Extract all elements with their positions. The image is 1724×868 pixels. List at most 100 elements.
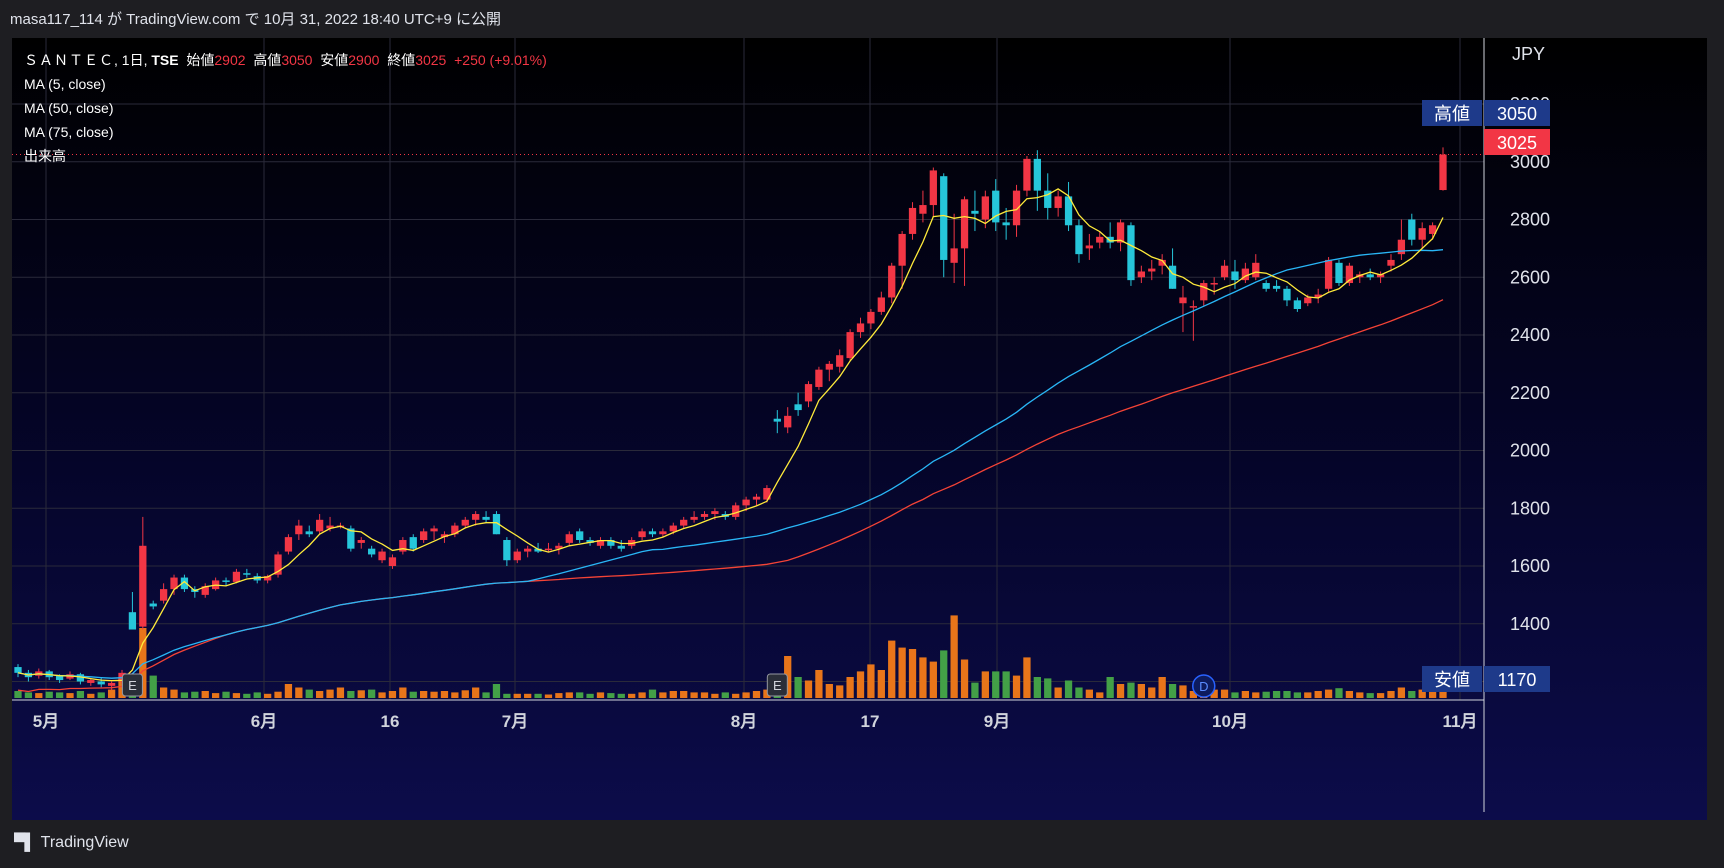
chart-legend: ＳＡＮＴＥＣ, 1日, TSE 始値2902 高値3050 安値2900 終値3… — [24, 48, 547, 168]
volume-bar — [700, 692, 709, 698]
candle-body — [700, 514, 709, 517]
candle-body — [1272, 285, 1281, 289]
volume-bar — [846, 677, 854, 698]
volume-bar — [336, 687, 345, 698]
volume-bar — [888, 640, 896, 698]
candle-body — [388, 557, 397, 566]
candle-body — [503, 540, 511, 561]
price-axis-label: 3000 — [1510, 152, 1550, 172]
ma5-legend[interactable]: MA (5, close) — [24, 76, 106, 92]
candle-body — [617, 545, 625, 549]
volume-bar — [503, 693, 511, 698]
volume-bar — [898, 647, 906, 698]
candle-body — [326, 525, 334, 529]
exchange-label: TSE — [151, 52, 179, 68]
volume-bar — [295, 687, 303, 698]
volume-bar — [680, 691, 688, 698]
volume-bar — [1293, 692, 1302, 698]
candle-body — [919, 205, 927, 214]
candle-body — [1012, 190, 1021, 226]
price-axis-label: 2000 — [1510, 441, 1550, 461]
tradingview-brand[interactable]: ▀▌ TradingView — [14, 834, 129, 852]
candle-body — [1158, 259, 1166, 266]
time-axis-label: 6月 — [251, 712, 277, 731]
time-axis-label: 7月 — [502, 712, 528, 731]
volume-bar — [66, 693, 74, 698]
volume-bar — [1241, 691, 1250, 698]
candle-body — [867, 311, 875, 324]
candle-body — [1345, 265, 1354, 284]
candle-body — [794, 404, 802, 411]
volume-bar — [1272, 691, 1281, 698]
candle-body — [825, 363, 833, 370]
volume-bar — [284, 684, 293, 698]
volume-bar — [555, 693, 563, 698]
candle-body — [305, 531, 313, 535]
candle-body — [1075, 225, 1083, 255]
candle-body — [430, 528, 438, 532]
candle-body — [638, 531, 646, 538]
volume-bar — [940, 650, 948, 698]
candle-body — [1200, 283, 1208, 301]
candle-body — [690, 516, 698, 520]
candle-body — [222, 580, 230, 582]
candle-body — [451, 525, 459, 535]
candle-body — [732, 505, 740, 517]
volume-bar — [815, 670, 823, 698]
volume-bar — [1127, 682, 1135, 698]
candle-body — [752, 496, 761, 500]
volume-bar — [1418, 689, 1426, 698]
volume-bar — [305, 689, 313, 698]
volume-bar — [659, 692, 667, 698]
low-price-tag: 安値 1170 — [1422, 666, 1550, 692]
candle-body — [399, 540, 407, 552]
symbol-name[interactable]: ＳＡＮＴＥＣ — [24, 52, 114, 68]
close-label: 終値 — [387, 52, 416, 68]
time-axis-label: 11月 — [1443, 712, 1478, 731]
volume-bar — [1012, 675, 1021, 698]
volume-bar — [586, 693, 594, 698]
volume-bar — [752, 691, 761, 698]
high-price-tag-label: 高値 — [1434, 104, 1470, 124]
volume-bar — [1283, 691, 1291, 698]
volume-bar — [347, 691, 355, 698]
volume-bar — [856, 671, 865, 698]
change-value: +250 (+9.01%) — [454, 52, 547, 68]
ma50-legend[interactable]: MA (50, close) — [24, 100, 114, 116]
volume-bar — [409, 691, 417, 698]
candle-body — [1054, 196, 1062, 208]
volume-bar — [992, 671, 1000, 698]
volume-legend[interactable]: 出来高 — [24, 148, 66, 164]
candle-body — [1314, 294, 1322, 298]
currency-label: JPY — [1512, 44, 1545, 64]
volume-bar — [451, 692, 459, 698]
volume-bar — [1085, 689, 1093, 698]
candlestick-chart[interactable]: EED5月6月167月8月179月10月11月JPY12001400160018… — [12, 38, 1707, 820]
candle-body — [243, 573, 251, 575]
volume-bar — [576, 692, 584, 698]
candle-body — [1376, 274, 1385, 278]
candle-body — [544, 548, 553, 551]
volume-bar — [1366, 693, 1374, 698]
volume-bar — [107, 689, 116, 698]
candle-body — [940, 176, 948, 260]
candle-body — [1189, 306, 1198, 308]
volume-bar — [524, 693, 532, 698]
candle-body — [888, 265, 896, 298]
volume-bar — [1220, 689, 1229, 698]
candle-body — [1106, 236, 1114, 243]
last-price-tag-value-bg — [1484, 129, 1550, 155]
price-axis-label: 2600 — [1510, 267, 1550, 287]
candle-body — [1096, 236, 1104, 243]
candle-body — [1293, 300, 1302, 310]
tradingview-logo-icon: ▀▌ — [14, 834, 36, 851]
candle-body — [1231, 271, 1239, 281]
volume-bar — [1106, 677, 1114, 698]
ma75-legend[interactable]: MA (75, close) — [24, 124, 114, 140]
candle-body — [1304, 297, 1312, 304]
time-axis-label: 8月 — [731, 712, 757, 731]
volume-bar — [97, 692, 105, 698]
volume-bar — [1158, 677, 1166, 698]
candle-body — [1179, 297, 1187, 304]
volume-bar — [399, 687, 407, 698]
